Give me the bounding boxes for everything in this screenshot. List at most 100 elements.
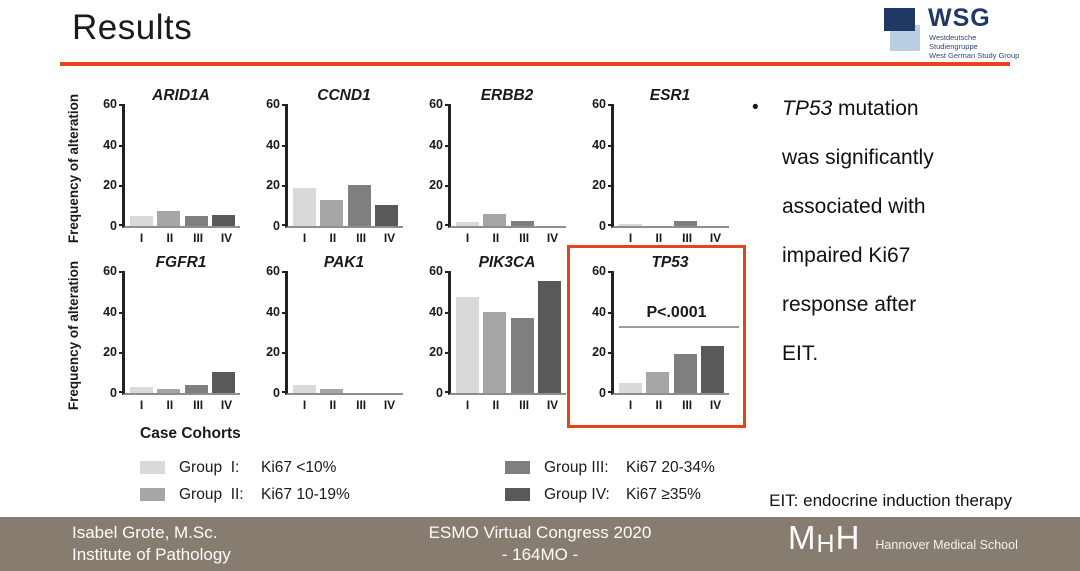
y-tick-mark (119, 352, 125, 355)
wsg-logo-dark-square-icon (884, 8, 915, 31)
y-tick-mark (119, 391, 125, 393)
bars (288, 273, 403, 393)
bullet-text-line: associated with (782, 195, 926, 218)
legend-entry-group-1: Group I: Ki67 <10% (140, 454, 505, 481)
page-title: Results (72, 8, 193, 47)
legend-column-2: Group III: Ki67 20-34% Group IV: Ki67 ≥35% (505, 454, 715, 508)
x-tick-label: I (302, 398, 307, 412)
chart-title: CCND1 (317, 87, 371, 104)
plot-area: 0 20 40 60 P<.0001 (592, 264, 739, 400)
wsg-logo: WSG Westdeutsche Studiengruppe West Germ… (884, 4, 1024, 60)
legend-title: Case Cohorts (140, 425, 241, 442)
y-tick-mark (608, 271, 614, 273)
chart-grid: Frequency of alteration ARID1A 0 20 40 60 I II… (58, 87, 746, 428)
bars (614, 106, 729, 226)
y-tick-mark (445, 144, 451, 147)
mhh-letter-h: H (835, 519, 860, 556)
legend-group-value: Ki67 10-19% (261, 485, 350, 503)
x-tick-label: III (356, 231, 367, 245)
plot-area: 0 20 40 60 (592, 97, 729, 233)
legend-swatch (140, 461, 165, 474)
wsg-acronym: WSG (928, 4, 991, 32)
y-tick-label: 20 (429, 345, 443, 360)
y-tick-label: 60 (266, 97, 280, 111)
bar-group-III (184, 384, 208, 393)
chart-title: ESR1 (649, 87, 691, 104)
x-tick-label: II (166, 231, 174, 245)
y-tick-mark (608, 391, 614, 393)
bar-group-I (130, 386, 153, 393)
y-axis-title-row1: Frequency of alteration (58, 87, 90, 249)
bar-group-I (456, 221, 479, 226)
y-tick-mark (119, 104, 125, 106)
x-tick-label: IV (383, 398, 396, 412)
x-tick-label: IV (220, 231, 233, 245)
x-tick-label: III (356, 398, 367, 412)
y-tick-mark (445, 224, 451, 226)
x-tick-labels: I II III IV (451, 231, 569, 245)
y-axis-title-row2: Frequency of alteration (58, 254, 90, 416)
y-tick-label: 20 (429, 178, 443, 193)
bar-group-II (157, 388, 181, 393)
p-value-label: P<.0001 (646, 303, 707, 321)
y-tick-label: 40 (266, 137, 280, 152)
mini-chart-pak1: PAK1 0 20 40 60 I II III IV (253, 254, 416, 416)
plot-area: 0 20 40 60 (266, 264, 403, 400)
x-tick-labels: I II III IV (288, 231, 406, 245)
plot-area: 0 20 40 60 (103, 264, 240, 400)
y-tick-label: 0 (110, 219, 117, 233)
bullet-text: TP53 mutation was significantly associated… (782, 97, 1052, 391)
y-tick-label: 20 (592, 345, 606, 360)
mhh-caption: Hannover Medical School (875, 538, 1018, 552)
y-tick-mark (608, 144, 614, 147)
presentation-id: - 164MO - (501, 545, 579, 564)
y-tick-label: 60 (103, 97, 117, 111)
y-tick-mark (445, 311, 451, 314)
bar-group-I (456, 297, 479, 393)
x-tick-label: II (492, 398, 500, 412)
mhh-letter-h-small: H (816, 530, 835, 558)
x-tick-label: I (465, 231, 470, 245)
y-tick-label: 0 (599, 219, 606, 233)
bar-group-I (130, 215, 153, 226)
plot-area: 0 20 40 60 (429, 264, 566, 400)
legend: Case Cohorts Group I: Ki67 <10% Group II: K… (140, 425, 715, 508)
y-tick-mark (282, 352, 288, 355)
x-tick-label: III (193, 398, 204, 412)
legend-group-label: Group II: (179, 485, 244, 503)
y-tick-label: 60 (429, 97, 443, 111)
legend-swatch (505, 488, 530, 501)
key-finding-bullet: • TP53 mutation was significantly associat… (752, 97, 1052, 391)
x-tick-label: I (628, 231, 633, 245)
mini-chart-esr1: ESR1 0 20 40 60 I II III IV (579, 87, 742, 249)
x-tick-label: IV (709, 398, 722, 412)
x-tick-labels: I II III IV (288, 398, 406, 412)
chart-title: PAK1 (323, 254, 365, 271)
chart-row-2: Frequency of alteration FGFR1 0 20 40 60 I II I… (58, 245, 746, 428)
bar-group-III (184, 215, 208, 226)
bar-group-II (320, 388, 344, 393)
legend-group-value: Ki67 <10% (261, 458, 337, 476)
x-tick-labels: I II III IV (614, 398, 732, 412)
y-tick-label: 0 (273, 219, 280, 233)
x-tick-label: IV (220, 398, 233, 412)
y-tick-mark (445, 391, 451, 393)
mini-chart-tp53: TP53 0 20 40 60 P<.0001 I II III IV (567, 245, 746, 428)
mini-chart-fgfr1: FGFR1 0 20 40 60 I II III IV (90, 254, 253, 416)
plot-area: 0 20 40 60 (266, 97, 403, 233)
legend-group-value: Ki67 20-34% (626, 458, 715, 476)
y-tick-mark (445, 185, 451, 188)
y-tick-mark (119, 144, 125, 147)
y-tick-mark (119, 271, 125, 273)
x-tick-label: III (682, 398, 693, 412)
significance-line (619, 325, 739, 328)
y-tick-label: 20 (103, 345, 117, 360)
legend-group-value: Ki67 ≥35% (626, 485, 701, 503)
y-tick-label: 40 (592, 304, 606, 319)
mhh-letter-m: M (788, 519, 816, 556)
y-tick-mark (282, 185, 288, 188)
legend-entry-group-4: Group IV: Ki67 ≥35% (505, 481, 715, 508)
x-tick-label: II (655, 231, 663, 245)
bar-group-II (646, 371, 670, 393)
wsg-caption: Westdeutsche Studiengruppe West German S… (929, 33, 1024, 60)
